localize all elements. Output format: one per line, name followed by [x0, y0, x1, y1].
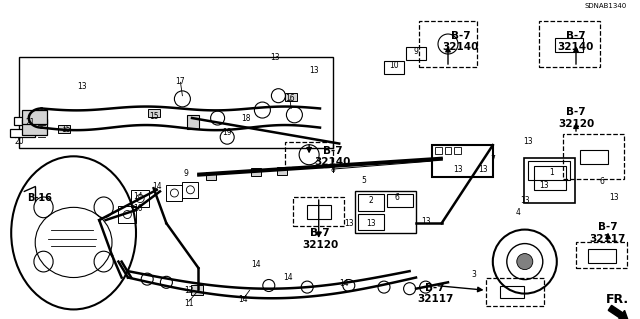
Bar	[22, 119, 47, 135]
Text: 7: 7	[490, 155, 495, 164]
Text: 13: 13	[77, 82, 87, 91]
Bar	[445, 147, 451, 154]
Text: 13: 13	[270, 53, 280, 62]
Bar	[19, 57, 333, 148]
Text: 13: 13	[609, 193, 620, 202]
Text: 14: 14	[251, 260, 261, 269]
Text: 8: 8	[330, 165, 335, 174]
Text: 3: 3	[471, 270, 476, 279]
Bar	[58, 125, 70, 133]
Bar	[432, 145, 493, 177]
Text: B-7
32120: B-7 32120	[558, 107, 594, 129]
Text: 20: 20	[14, 137, 24, 146]
Bar	[251, 168, 261, 176]
Bar	[293, 197, 344, 226]
Text: 13: 13	[520, 197, 530, 205]
Text: 15: 15	[61, 125, 71, 134]
Bar	[486, 278, 544, 306]
Text: B-7
32117: B-7 32117	[417, 283, 453, 304]
Circle shape	[517, 254, 532, 270]
Bar	[524, 158, 575, 203]
Text: B-7
32117: B-7 32117	[590, 222, 626, 244]
Text: 10: 10	[388, 61, 399, 70]
Bar	[534, 166, 566, 190]
Bar	[10, 129, 35, 137]
Text: 1: 1	[549, 168, 554, 177]
Text: 6: 6	[394, 193, 399, 202]
Text: 11: 11	[184, 299, 193, 308]
Text: 10: 10	[132, 204, 143, 213]
Text: FR.: FR.	[606, 293, 629, 306]
Text: B-7
32140: B-7 32140	[315, 145, 351, 167]
Bar	[307, 205, 331, 219]
Text: 6: 6	[599, 177, 604, 186]
Text: 9: 9	[183, 169, 188, 178]
Text: 13: 13	[420, 217, 431, 226]
Text: 9: 9	[413, 47, 419, 56]
Text: 13: 13	[308, 66, 319, 75]
Bar	[358, 194, 384, 211]
Text: 15: 15	[148, 112, 159, 121]
Bar	[528, 161, 570, 180]
Text: 19: 19	[222, 128, 232, 137]
Bar	[539, 21, 600, 67]
Bar	[406, 47, 426, 60]
Bar	[419, 21, 477, 67]
Text: 5: 5	[361, 176, 366, 185]
Text: B-7
32140: B-7 32140	[558, 31, 594, 52]
Bar	[576, 242, 627, 268]
Bar	[206, 172, 216, 180]
Text: 14: 14	[339, 279, 349, 288]
Bar	[182, 182, 198, 198]
Bar	[285, 93, 297, 101]
Bar	[187, 115, 198, 129]
Bar	[383, 61, 404, 74]
Text: 4: 4	[516, 208, 521, 217]
Bar	[580, 150, 608, 164]
Bar	[435, 147, 442, 154]
Bar	[118, 206, 136, 223]
Text: 12: 12	[184, 286, 193, 295]
Text: SDNAB1340: SDNAB1340	[585, 3, 627, 9]
Bar	[285, 142, 333, 167]
Bar	[166, 185, 182, 201]
Text: 16: 16	[285, 94, 295, 103]
Text: B-16: B-16	[28, 193, 52, 203]
Bar	[563, 134, 624, 179]
Bar	[588, 249, 616, 263]
Text: B-7
32120: B-7 32120	[302, 228, 338, 250]
Bar	[131, 190, 149, 207]
Bar	[500, 286, 524, 298]
Text: 13: 13	[539, 181, 549, 189]
Text: 13: 13	[523, 137, 533, 146]
Text: 13: 13	[452, 165, 463, 174]
Text: B-7
32140: B-7 32140	[443, 31, 479, 52]
Bar	[22, 109, 47, 123]
FancyArrow shape	[608, 305, 628, 319]
Text: 14: 14	[152, 182, 162, 191]
Bar	[14, 117, 40, 125]
Bar	[555, 38, 583, 52]
Bar	[358, 214, 384, 230]
Text: 14: 14	[132, 192, 143, 201]
Text: 14: 14	[238, 295, 248, 304]
Bar	[148, 109, 159, 117]
Bar	[454, 147, 461, 154]
Text: 13: 13	[344, 219, 354, 228]
Text: 14: 14	[283, 273, 293, 282]
Bar	[191, 285, 203, 295]
Text: 17: 17	[175, 77, 186, 86]
Bar	[355, 191, 416, 233]
Text: 13: 13	[366, 219, 376, 228]
Text: 2: 2	[369, 197, 374, 205]
Bar	[276, 167, 287, 175]
Text: 13: 13	[478, 165, 488, 174]
Text: 21: 21	[26, 118, 35, 127]
Text: 18: 18	[242, 114, 251, 122]
Bar	[387, 194, 413, 207]
